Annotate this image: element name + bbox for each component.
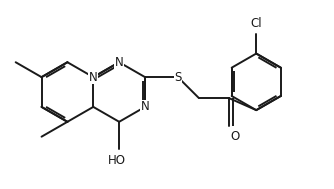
Text: N: N <box>115 56 124 69</box>
Text: Cl: Cl <box>250 17 262 30</box>
Text: S: S <box>174 71 182 84</box>
Text: O: O <box>231 130 240 143</box>
Text: N: N <box>89 71 98 84</box>
Text: HO: HO <box>108 154 126 167</box>
Text: N: N <box>141 100 149 113</box>
